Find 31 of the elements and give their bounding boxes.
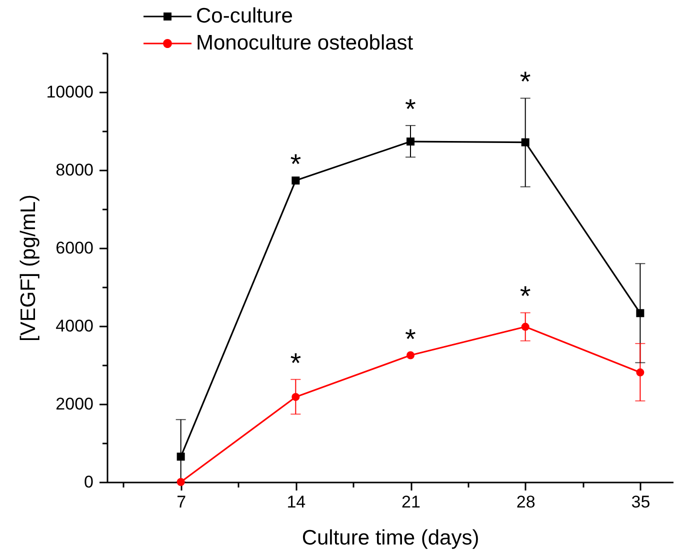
- y-tick-label: 0: [84, 472, 94, 492]
- point: [636, 309, 644, 318]
- point: [176, 478, 185, 486]
- annotation: *: [290, 347, 302, 378]
- x-axis-title: Culture time (days): [302, 526, 480, 550]
- point: [292, 176, 300, 185]
- y-tick-label: 4000: [56, 316, 94, 336]
- annotation: *: [520, 66, 531, 98]
- point: [176, 452, 185, 461]
- point: [521, 322, 530, 331]
- point: [636, 368, 644, 376]
- point: [521, 138, 530, 146]
- point: [292, 392, 300, 401]
- legend-label: Monoculture osteoblast: [196, 32, 414, 54]
- x-tick-label: 7: [176, 492, 186, 512]
- y-tick-label: 10000: [46, 82, 94, 102]
- y-tick-label: 2000: [56, 394, 94, 414]
- y-axis-title: [VEGF] (pg/mL): [17, 194, 40, 342]
- y-tick-label: 8000: [56, 160, 94, 180]
- x-tick-label: 28: [516, 492, 536, 512]
- annotation: *: [290, 148, 302, 180]
- legend-label: Co-culture: [196, 4, 293, 28]
- x-tick-label: 35: [631, 492, 650, 512]
- annotation: *: [405, 94, 416, 125]
- x-tick-label: 21: [402, 492, 420, 512]
- x-tick-label: 14: [286, 492, 306, 512]
- annotation: *: [405, 323, 416, 354]
- annotation: *: [520, 280, 531, 312]
- point: [406, 138, 415, 146]
- point: [406, 351, 415, 360]
- y-tick-label: 6000: [56, 238, 94, 258]
